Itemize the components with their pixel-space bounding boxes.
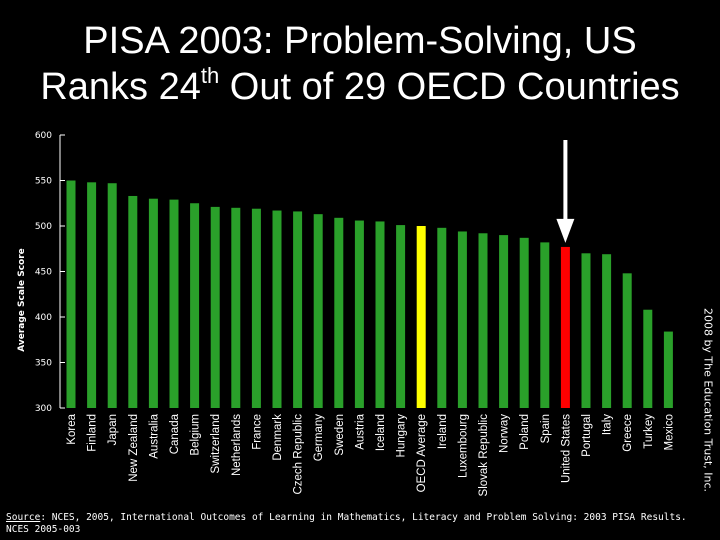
category-label: Finland	[87, 414, 99, 452]
title-line-2-superscript: th	[200, 63, 220, 88]
bar	[519, 237, 529, 408]
bar	[210, 206, 220, 408]
y-tick-label: 600	[35, 131, 52, 141]
category-label: Luxembourg	[457, 414, 469, 478]
bar	[169, 199, 179, 408]
source-label: Source	[6, 512, 41, 523]
bar	[313, 214, 323, 408]
pointer-arrow-shaft	[563, 140, 568, 221]
y-tick-label: 500	[35, 222, 52, 232]
category-label: Hungary	[396, 414, 408, 458]
category-label: Italy	[602, 414, 614, 435]
bar	[334, 217, 344, 408]
bar	[663, 331, 673, 408]
bar	[293, 211, 303, 408]
bar	[437, 227, 447, 408]
y-tick-label: 300	[35, 404, 52, 414]
bar-layer	[66, 180, 673, 408]
bar	[128, 195, 138, 408]
bar	[416, 226, 426, 408]
title-line-2-prefix: Ranks 24	[40, 66, 201, 108]
arrow-layer	[556, 140, 575, 243]
y-tick-label: 550	[35, 177, 52, 187]
source-text: : NCES, 2005, International Outcomes of …	[40, 512, 687, 523]
bar	[87, 182, 97, 408]
y-tick-label: 350	[35, 359, 52, 369]
category-label: Austria	[354, 413, 366, 449]
title-line-2: Ranks 24th Out of 29 OECD Countries	[0, 64, 720, 110]
category-label: Sweden	[334, 414, 346, 456]
category-label: Switzerland	[210, 414, 222, 473]
bar	[643, 309, 653, 408]
bar	[148, 198, 158, 408]
source-citation: Source: NCES, 2005, International Outcom…	[6, 512, 687, 536]
category-label: Poland	[519, 414, 531, 450]
category-label: United States	[560, 414, 572, 483]
category-label: Norway	[499, 414, 511, 453]
bar	[354, 220, 364, 408]
source-line-1: Source: NCES, 2005, International Outcom…	[6, 512, 687, 524]
bar	[499, 235, 509, 408]
bar	[272, 210, 282, 408]
axis-layer: 300 350 400 450 500 550 600	[35, 131, 65, 414]
category-label: Australia	[148, 413, 160, 458]
bar	[396, 225, 406, 408]
bar	[231, 207, 241, 408]
category-label: Netherlands	[231, 414, 243, 476]
y-tick-label: 450	[35, 268, 52, 278]
bar	[622, 273, 632, 408]
category-label: Mexico	[663, 414, 675, 450]
pointer-arrow-head	[556, 218, 575, 243]
bar	[107, 183, 117, 408]
category-label: Japan	[107, 414, 119, 445]
bar	[251, 208, 261, 408]
category-label: Ireland	[437, 414, 449, 449]
category-label: Korea	[66, 413, 78, 444]
category-label: Canada	[169, 413, 181, 454]
category-label: OECD Average	[416, 414, 428, 492]
bar	[457, 231, 467, 408]
category-label-layer: Korea Finland Japan New Zealand Australia Can…	[66, 413, 675, 496]
category-label: Belgium	[190, 414, 202, 456]
bar	[581, 253, 591, 408]
title-line-1: PISA 2003: Problem-Solving, US	[83, 20, 637, 62]
category-label: Slovak Republic	[478, 414, 490, 497]
bar	[375, 221, 385, 408]
bar	[478, 233, 488, 408]
category-label: Portugal	[581, 414, 593, 457]
title-line-2-suffix: Out of 29 OECD Countries	[219, 66, 680, 108]
category-label: Iceland	[375, 414, 387, 451]
y-tick-label: 400	[35, 313, 52, 323]
bar	[602, 254, 612, 408]
category-label: France	[251, 414, 263, 450]
y-axis-label: Average Scale Score	[17, 248, 27, 352]
category-label: New Zealand	[128, 414, 140, 482]
source-line-2: NCES 2005-003	[6, 524, 81, 535]
bar	[560, 246, 570, 408]
copyright-notice: 2008 by The Education Trust, Inc.	[701, 307, 715, 493]
bar	[190, 203, 200, 408]
bar	[540, 242, 550, 408]
category-label: Czech Republic	[293, 414, 305, 495]
slide-title: PISA 2003: Problem-Solving, US Ranks 24t…	[0, 18, 720, 110]
category-label: Turkey	[643, 414, 655, 449]
bar	[66, 180, 76, 408]
category-label: Greece	[622, 414, 634, 452]
category-label: Denmark	[272, 414, 284, 461]
category-label: Germany	[313, 414, 325, 462]
category-label: Spain	[540, 414, 552, 443]
